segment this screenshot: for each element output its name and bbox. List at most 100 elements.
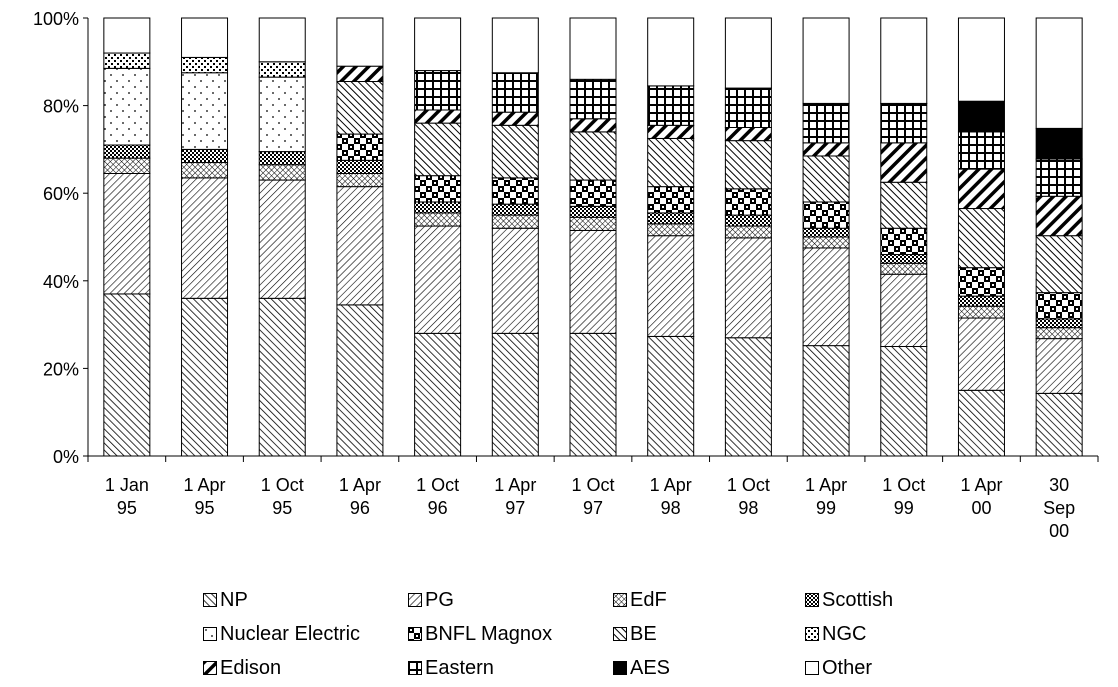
bar-segment-edf-11	[957, 305, 1005, 319]
bar-segment-edison-11	[957, 168, 1005, 210]
bar-segment-eastern-8	[724, 87, 772, 128]
bar-segment-be-4	[414, 122, 462, 177]
legend-item-aes: AES	[613, 656, 670, 680]
bar-segment-ngc-0	[103, 52, 151, 69]
legend-label: EdF	[630, 589, 667, 611]
legend-label: BE	[630, 623, 657, 645]
legend-swatch	[203, 627, 217, 641]
bar-segment-other-0	[103, 17, 151, 54]
legend-item-pg: PG	[408, 588, 454, 612]
legend-label: PG	[425, 589, 454, 611]
bar-segment-other-6	[569, 17, 617, 80]
bar-segment-bnfl-magnox-6	[569, 179, 617, 207]
legend-label: NGC	[822, 623, 867, 645]
legend-label: AES	[630, 657, 671, 679]
bar-segment-scottish-5	[491, 203, 539, 216]
bar-segment-edf-6	[569, 216, 617, 231]
x-tick-label: 1 Apr 96	[339, 475, 381, 518]
bar-segment-other-12	[1035, 17, 1083, 129]
bar-segment-scottish-11	[957, 295, 1005, 307]
bar-segment-other-9	[802, 17, 850, 104]
legend-item-ngc: NGC	[805, 622, 866, 646]
bar-segment-bnfl-magnox-4	[414, 175, 462, 203]
bar-segment-be-10	[880, 181, 928, 229]
legend-label: Eastern	[425, 657, 494, 679]
bar-segment-eastern-4	[414, 70, 462, 111]
bar-segment-pg-1	[181, 177, 229, 299]
bar-segment-np-1	[181, 297, 229, 457]
legend-item-eastern: Eastern	[408, 656, 494, 680]
bar-segment-other-4	[414, 17, 462, 72]
legend-item-scottish: Scottish	[805, 588, 893, 612]
bar-segment-eastern-12	[1035, 158, 1083, 197]
bar-segment-be-6	[569, 131, 617, 181]
bar-segment-bnfl-magnox-10	[880, 227, 928, 256]
bar-segment-other-11	[957, 17, 1005, 102]
bar-segment-np-9	[802, 345, 850, 457]
bar-segment-eastern-7	[647, 85, 695, 126]
y-tick-label: 100%	[33, 9, 79, 29]
bar-segment-np-7	[647, 335, 695, 457]
bar-segment-edf-7	[647, 223, 695, 237]
bar-segment-bnfl-magnox-11	[957, 267, 1005, 297]
bar-segment-pg-2	[258, 179, 306, 299]
bar-group	[103, 17, 1083, 457]
y-tick-label: 20%	[43, 359, 79, 379]
bar-segment-edison-7	[647, 124, 695, 139]
legend-swatch	[408, 593, 422, 607]
legend-swatch	[613, 627, 627, 641]
y-tick-label: 60%	[43, 184, 79, 204]
bar-segment-bnfl-magnox-5	[491, 177, 539, 205]
bar-segment-eastern-10	[880, 102, 928, 144]
x-tick-label: 1 Oct 98	[727, 475, 770, 518]
bar-segment-pg-8	[724, 237, 772, 339]
legend-swatch	[613, 661, 627, 675]
legend-label: NP	[220, 589, 248, 611]
x-tick-label: 1 Apr 95	[184, 475, 226, 518]
bar-segment-pg-7	[647, 235, 695, 337]
legend-swatch	[805, 661, 819, 675]
legend-swatch	[613, 593, 627, 607]
bar-segment-be-11	[957, 208, 1005, 269]
bar-segment-np-5	[491, 332, 539, 457]
bar-segment-aes-12	[1035, 127, 1083, 160]
bar-segment-other-5	[491, 17, 539, 74]
legend-label: BNFL Magnox	[425, 623, 553, 645]
bar-segment-scottish-7	[647, 212, 695, 225]
bar-segment-edison-5	[491, 111, 539, 126]
bar-segment-np-4	[414, 332, 462, 457]
bar-segment-other-3	[336, 17, 384, 67]
bar-segment-scottish-10	[880, 254, 928, 264]
x-tick-label: 1 Oct 95	[261, 475, 304, 518]
bar-segment-other-8	[724, 17, 772, 89]
bar-segment-be-5	[491, 124, 539, 179]
bar-segment-edf-12	[1035, 327, 1083, 340]
bar-segment-scottish-3	[336, 159, 384, 174]
bar-segment-edf-8	[724, 225, 772, 239]
legend-swatch	[805, 593, 819, 607]
bar-segment-other-1	[181, 17, 229, 58]
bar-segment-edison-9	[802, 142, 850, 157]
bar-segment-be-8	[724, 140, 772, 190]
bar-segment-bnfl-magnox-12	[1035, 292, 1083, 320]
bar-segment-pg-3	[336, 186, 384, 306]
bar-segment-other-10	[880, 17, 928, 104]
bar-segment-edison-3	[336, 65, 384, 83]
legend-swatch	[408, 661, 422, 675]
legend-item-np: NP	[203, 588, 248, 612]
x-tick-label: 1 Oct 96	[416, 475, 459, 518]
bar-segment-scottish-8	[724, 214, 772, 227]
legend-item-bnfl-magnox: BNFL Magnox	[408, 622, 552, 646]
legend-item-edison: Edison	[203, 656, 281, 680]
legend-item-edf: EdF	[613, 588, 667, 612]
bar-segment-eastern-11	[957, 131, 1005, 170]
bar-segment-edf-2	[258, 164, 306, 181]
x-tick-label: 1 Oct 97	[571, 475, 614, 518]
bar-segment-be-12	[1035, 235, 1083, 294]
bar-segment-scottish-4	[414, 201, 462, 214]
bar-segment-edison-6	[569, 118, 617, 133]
bar-segment-eastern-5	[491, 72, 539, 113]
y-tick-label: 40%	[43, 272, 79, 292]
x-tick-label: 1 Oct 99	[882, 475, 925, 518]
legend-label: Other	[822, 657, 873, 679]
